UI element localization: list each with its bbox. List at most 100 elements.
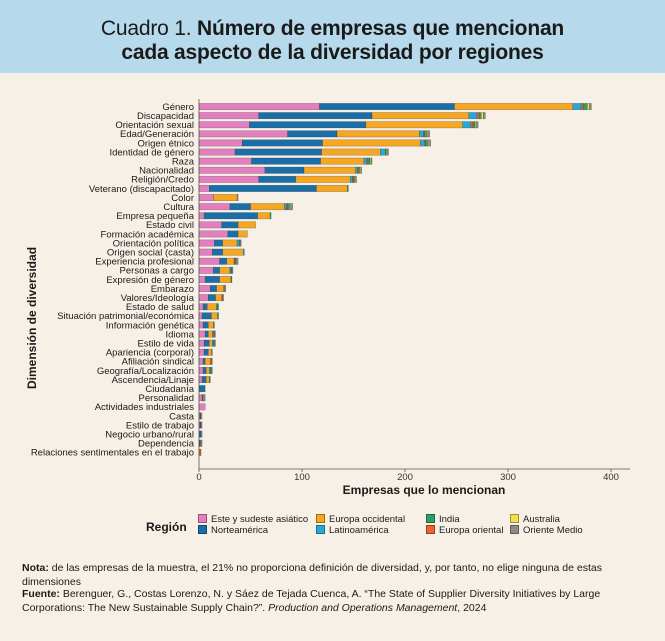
bar-segment-1-5 xyxy=(478,112,482,120)
bar-segment-8-2 xyxy=(295,175,351,183)
bar-segment-18-0 xyxy=(198,266,214,274)
bar-segment-1-6 xyxy=(480,112,484,120)
category-label: Género xyxy=(162,102,194,113)
bar-segment-34-2 xyxy=(200,412,203,420)
bar-segment-14-2 xyxy=(237,230,248,238)
category-label: Personalidad xyxy=(139,393,194,404)
bar-segment-4-5 xyxy=(425,139,428,147)
bar-segment-10-7 xyxy=(236,194,239,202)
note: Nota: de las empresas de la muestra, el … xyxy=(22,561,652,589)
category-label: Veterano (discapacitado) xyxy=(89,184,194,195)
category-label: Nacionalidad xyxy=(139,166,194,177)
bar-segment-29-1 xyxy=(202,367,207,374)
bar-segment-3-2 xyxy=(336,130,420,138)
category-label: Identidad de género xyxy=(109,147,194,158)
bar-segment-17-7 xyxy=(235,257,239,265)
bar-segment-29-2 xyxy=(205,367,210,374)
bar-segment-19-2 xyxy=(219,276,232,283)
legend-item-5: India xyxy=(426,514,460,525)
note-text: de las empresas de la muestra, el 21% no… xyxy=(22,562,602,588)
bar-segment-7-2 xyxy=(303,166,356,174)
title-band: Cuadro 1. Número de empresas que mencion… xyxy=(0,0,665,73)
bar-segment-4-3 xyxy=(420,139,425,147)
chart-title-line-2: cada aspecto de la diversidad por region… xyxy=(121,41,544,64)
bar-segment-15-3 xyxy=(236,239,240,247)
bar-segment-24-0 xyxy=(198,321,204,329)
bar-segment-29-0 xyxy=(198,367,204,374)
bar-segment-21-0 xyxy=(198,294,209,302)
bar-segment-5-1 xyxy=(234,148,322,156)
bar-segment-22-0 xyxy=(198,303,204,311)
legend-swatch xyxy=(198,514,207,523)
bar-segment-9-1 xyxy=(209,185,317,192)
bar-segment-3-0 xyxy=(198,130,288,138)
bar-segment-23-5 xyxy=(217,312,219,320)
bar-segment-21-1 xyxy=(208,294,216,302)
category-label: Expresión de género xyxy=(106,275,194,286)
bar-segment-13-1 xyxy=(221,221,239,229)
legend-swatch xyxy=(316,525,325,534)
bar-segment-8-7 xyxy=(355,175,357,183)
bar-segment-20-2 xyxy=(216,285,224,293)
source-journal: Production and Operations Management xyxy=(268,602,458,614)
category-label: Origen étnico xyxy=(137,138,194,149)
bar-segment-30-1 xyxy=(201,376,207,384)
bar-segment-2-2 xyxy=(365,121,463,129)
category-label: Apariencia (corporal) xyxy=(106,348,194,359)
legend-item-4: Europa oriental xyxy=(426,525,503,536)
bar-segment-28-7 xyxy=(211,357,213,365)
legend-swatch xyxy=(426,525,435,534)
bar-segment-0-4 xyxy=(580,103,584,110)
bar-segment-11-3 xyxy=(284,203,287,211)
bar-segment-12-2 xyxy=(257,212,271,220)
bar-segment-26-7 xyxy=(214,339,216,347)
bar-segment-38-4 xyxy=(199,448,202,456)
bar-segment-6-1 xyxy=(251,157,321,165)
legend-label: Europa oriental xyxy=(439,525,504,536)
x-axis-title: Empresas que lo mencionan xyxy=(343,483,506,497)
category-label: Discapacidad xyxy=(137,111,194,122)
bar-segment-2-1 xyxy=(249,121,367,129)
source-text: Berenguer, G., Costas Lorenzo, N. y Sáez… xyxy=(22,588,601,614)
category-label: Ciudadanía xyxy=(145,384,194,395)
bar-segment-20-1 xyxy=(210,285,217,293)
bar-segment-9-2 xyxy=(316,185,348,192)
bar-segment-10-0 xyxy=(198,194,214,202)
bar-segment-25-7 xyxy=(214,330,216,338)
bar-segment-4-7 xyxy=(428,139,432,147)
category-label: Personas a cargo xyxy=(120,266,194,277)
bar-segment-16-1 xyxy=(212,248,223,256)
bar-segment-21-2 xyxy=(215,294,222,302)
category-label: Información genética xyxy=(106,320,195,331)
bar-segment-30-5 xyxy=(209,376,211,384)
category-label: Dependencia xyxy=(138,439,195,450)
bar-segment-23-0 xyxy=(198,312,203,320)
bar-segment-31-1 xyxy=(198,385,206,393)
category-label: Embarazo xyxy=(151,284,194,295)
bar-segment-4-2 xyxy=(322,139,421,147)
bar-segment-24-2 xyxy=(208,321,214,329)
bar-segment-17-1 xyxy=(219,257,228,265)
bar-segment-35-7 xyxy=(200,421,203,429)
category-label: Raza xyxy=(172,156,195,167)
bar-segment-19-0 xyxy=(198,276,206,283)
bar-segment-3-5 xyxy=(424,130,427,138)
bar-segment-0-6 xyxy=(587,103,590,110)
bar-segment-36-7 xyxy=(200,430,203,438)
bar-segment-11-0 xyxy=(198,203,231,211)
bar-segment-37-7 xyxy=(200,439,203,447)
bar-segment-14-0 xyxy=(198,230,229,238)
bar-segment-7-0 xyxy=(198,166,266,174)
bar-segment-5-7 xyxy=(387,148,389,156)
bar-segment-12-0 xyxy=(198,212,205,220)
bar-segment-1-0 xyxy=(198,112,259,120)
legend-swatch xyxy=(316,514,325,523)
x-tick-label: 100 xyxy=(294,472,310,483)
category-label: Afiliación sindical xyxy=(122,357,194,368)
bar-segment-25-1 xyxy=(204,330,209,338)
bar-segment-20-0 xyxy=(198,285,211,293)
bars-layer xyxy=(198,103,592,456)
legend-swatch xyxy=(510,514,519,523)
bar-segment-24-5 xyxy=(213,321,215,329)
